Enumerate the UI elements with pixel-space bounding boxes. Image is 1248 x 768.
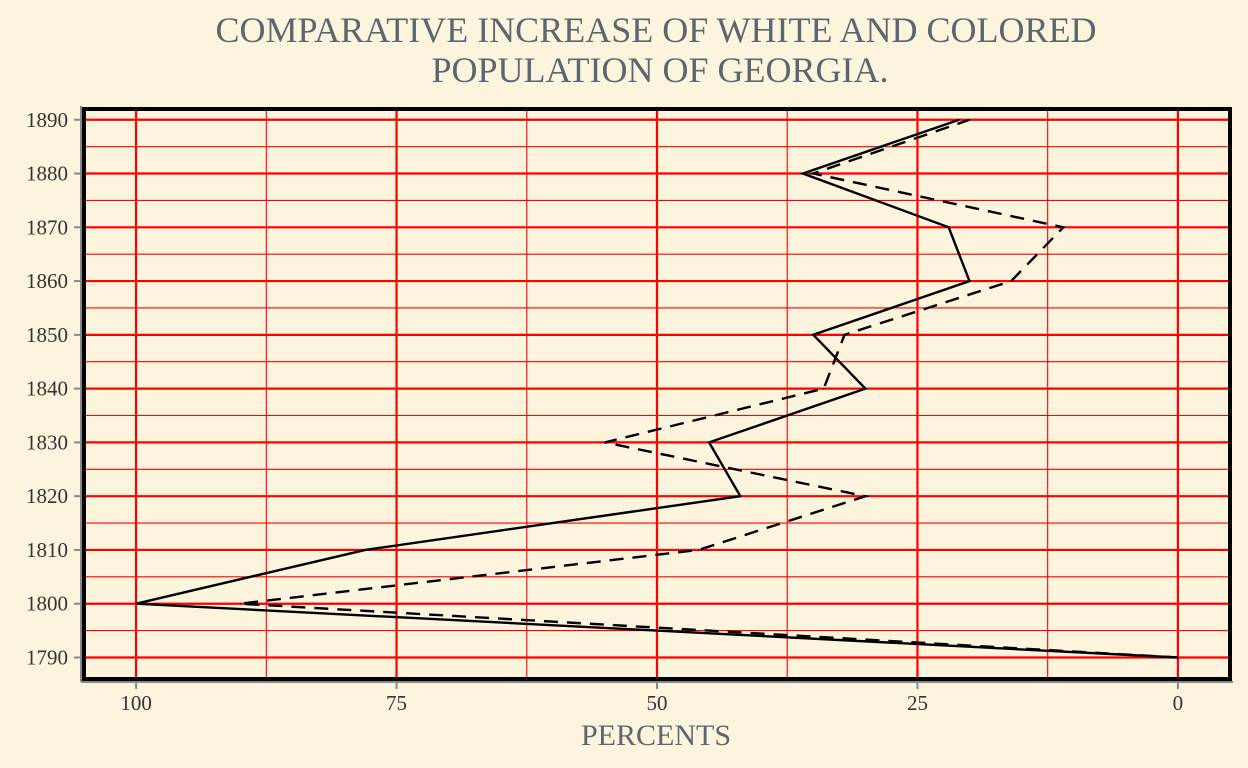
data-point-solid-1810 [364, 549, 366, 551]
frame-layer [82, 107, 1232, 681]
data-point-solid-1890 [958, 119, 960, 121]
data-point-dashed-1830 [604, 441, 606, 443]
data-point-dashed-1880 [812, 172, 814, 175]
data-point-dashed-1800 [239, 603, 241, 605]
y-tick-label: 1860 [26, 269, 68, 293]
y-tick-label: 1800 [26, 592, 68, 616]
data-point-dashed-1860 [1010, 280, 1012, 282]
y-tick-label: 1840 [26, 377, 68, 401]
data-point-dashed-1840 [823, 388, 825, 390]
y-tick-label: 1790 [26, 645, 68, 669]
tick-layer: 100 75 50 25 0 1790 1800 1810 1820 1830 1840 1850 18… [26, 108, 1183, 715]
data-point-solid-1830 [708, 441, 710, 443]
plot-frame [82, 107, 1232, 681]
grid-layer [84, 109, 1230, 679]
data-point-solid-1870 [948, 226, 950, 228]
x-axis-label: PERCENTS [581, 719, 731, 752]
x-tick-label: 75 [386, 691, 407, 715]
data-point-solid-1880 [802, 172, 804, 175]
x-tick-label: 0 [1173, 691, 1184, 715]
data-point-solid-1800 [135, 603, 137, 605]
series-layer [135, 118, 1179, 659]
y-tick-label: 1890 [26, 108, 68, 132]
data-point-solid-1850 [812, 334, 814, 336]
data-point-dashed-1890 [968, 119, 971, 121]
data-point-dashed-1810 [698, 549, 700, 551]
y-tick-label: 1880 [26, 162, 68, 186]
y-tick-label: 1850 [26, 323, 68, 347]
chart-subtitle: POPULATION OF GEORGIA. [431, 50, 888, 90]
x-tick-label: 100 [120, 691, 152, 715]
data-point-dashed-1870 [1062, 226, 1064, 228]
data-point-solid-1860 [968, 280, 971, 282]
y-tick-label: 1830 [26, 430, 68, 454]
data-point-solid-1840 [864, 388, 866, 390]
chart-title: COMPARATIVE INCREASE OF WHITE AND COLORE… [215, 10, 1096, 50]
data-point-dashed-1850 [843, 334, 846, 336]
y-tick-label: 1870 [26, 215, 68, 239]
y-tick-label: 1820 [26, 484, 68, 508]
x-tick-label: 25 [907, 691, 928, 715]
y-tick-label: 1810 [26, 538, 68, 562]
data-point-dashed-1790 [1177, 656, 1179, 659]
data-point-dashed-1820 [864, 495, 866, 497]
x-tick-label: 50 [647, 691, 668, 715]
data-point-solid-1820 [739, 495, 741, 497]
series-line-dashed [240, 118, 1178, 659]
